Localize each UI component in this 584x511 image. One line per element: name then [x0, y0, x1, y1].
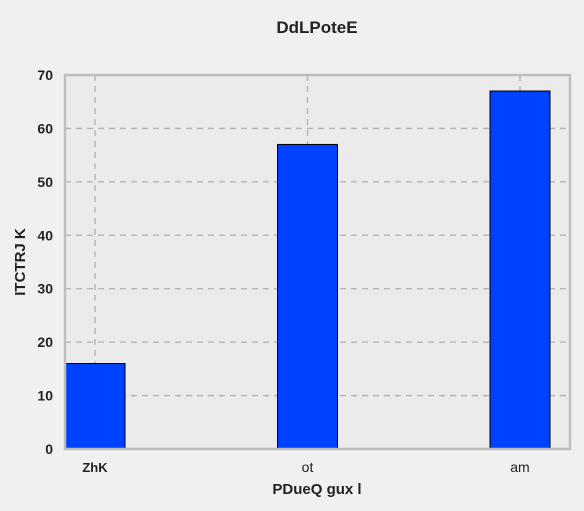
y-tick-label: 20 [37, 334, 53, 350]
y-tick-label: 30 [37, 281, 53, 297]
x-axis-label: PDueQ gux l [272, 481, 361, 498]
bar-am [489, 90, 551, 450]
x-tick-label: ZhK [82, 460, 108, 475]
y-tick-label: 70 [37, 67, 53, 83]
bar-zhk [64, 363, 126, 450]
y-tick-label: 10 [37, 388, 53, 404]
x-tick-label: ot [302, 459, 314, 475]
plot-frame [63, 73, 572, 451]
y-axis-label: ITCTRJ K [12, 228, 29, 296]
y-tick-label: 0 [45, 441, 53, 457]
y-tick-label: 60 [37, 120, 53, 136]
y-tick-label: 40 [37, 227, 53, 243]
chart-title: DdLPoteE [276, 18, 357, 37]
bars [64, 90, 551, 450]
bar-ot [277, 143, 338, 450]
x-tick-label: am [510, 459, 529, 475]
y-axis-ticks: 0 10 20 30 40 50 60 70 [37, 67, 53, 457]
x-axis-ticks: ZhK ot am [82, 459, 529, 475]
y-tick-label: 50 [37, 174, 53, 190]
